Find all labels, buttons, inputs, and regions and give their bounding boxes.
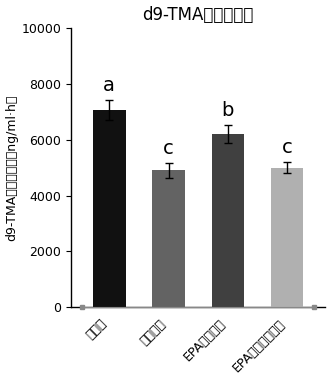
Text: b: b [222,101,234,120]
Text: c: c [163,139,174,158]
Y-axis label: d9-TMA曲线下面积（ng/ml·h）: d9-TMA曲线下面积（ng/ml·h） [6,95,19,241]
Bar [93,110,125,307]
Title: d9-TMA曲线下面积: d9-TMA曲线下面积 [143,6,254,24]
Bar [271,168,304,307]
Text: a: a [103,76,115,95]
Bar [212,134,244,307]
Text: c: c [282,138,293,157]
Bar [152,170,185,307]
